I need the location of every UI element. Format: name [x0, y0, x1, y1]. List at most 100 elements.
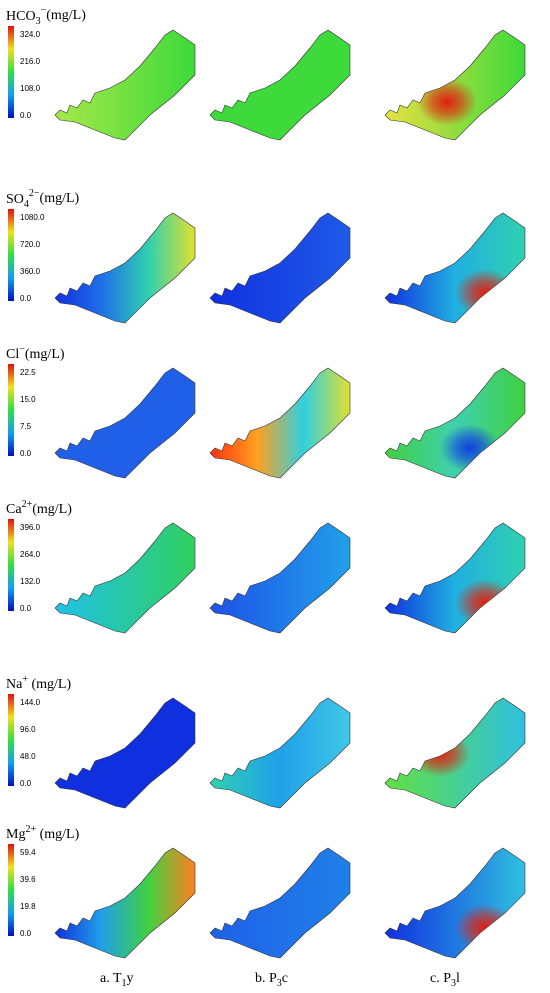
- colorbar-tick-label: 19.8: [20, 902, 36, 911]
- colorbar-tick-label: 96.0: [20, 725, 36, 734]
- label-prefix: c. P: [430, 971, 451, 986]
- map-area: [54, 522, 196, 634]
- title-sup: 2−: [29, 188, 40, 199]
- colorbar: [8, 364, 14, 456]
- colorbar-tick-label: 0.0: [20, 449, 32, 458]
- title-sup: 2+: [25, 824, 36, 835]
- map-area: [384, 522, 526, 634]
- label-sub: 3: [451, 978, 456, 989]
- colorbar-tick-label: 0.0: [20, 779, 32, 788]
- colorbar-tick-label: 0.0: [20, 604, 32, 613]
- title-unit: (mg/L): [46, 8, 86, 23]
- map-area: [384, 367, 526, 479]
- colorbar-tick-label: 216.0: [20, 57, 41, 66]
- title-unit: (mg/L): [32, 502, 72, 517]
- map-area: [384, 847, 526, 959]
- colorbar-tick-label: 0.0: [20, 294, 32, 303]
- contour-map: [209, 29, 351, 141]
- title-sup: +: [22, 674, 28, 685]
- map-area: [209, 522, 351, 634]
- label-suffix: l: [456, 971, 460, 986]
- title-unit: (mg/L): [25, 347, 65, 362]
- title-unit: (mg/L): [40, 191, 80, 206]
- panel-title: SO42−(mg/L): [6, 188, 80, 210]
- colorbar-tick-label: 264.0: [20, 550, 41, 559]
- hotspot: [455, 269, 515, 317]
- contour-map: [384, 522, 526, 634]
- title-sub: 3: [36, 16, 41, 27]
- colorbar-tick-label: 7.5: [20, 422, 32, 431]
- contour-map: [54, 697, 196, 809]
- contour-map: [384, 212, 526, 324]
- title-sup: −: [41, 5, 47, 16]
- contour-map: [54, 522, 196, 634]
- column-label: b. P3c: [255, 971, 288, 989]
- title-sub: 4: [24, 199, 29, 210]
- colorbar-tick-label: 132.0: [20, 577, 41, 586]
- hotspot: [440, 424, 500, 472]
- contour-map: [209, 212, 351, 324]
- colorbar-tick-label: 22.5: [20, 368, 36, 377]
- colorbar: [8, 209, 14, 301]
- title-sup: 2+: [22, 499, 33, 510]
- label-sub: 3: [277, 978, 282, 989]
- colorbar: [8, 844, 14, 936]
- colorbar-tick-label: 720.0: [20, 240, 41, 249]
- map-area: [54, 212, 196, 324]
- contour-map: [209, 847, 351, 959]
- contour-map: [54, 212, 196, 324]
- hotspot: [410, 729, 470, 777]
- map-area: [54, 367, 196, 479]
- panel-title: Na+ (mg/L): [6, 674, 71, 692]
- map-area: [209, 697, 351, 809]
- map-area: [209, 212, 351, 324]
- colorbar-tick-label: 360.0: [20, 267, 41, 276]
- contour-map: [384, 847, 526, 959]
- map-area: [54, 847, 196, 959]
- map-area: [384, 212, 526, 324]
- contour-map: [384, 367, 526, 479]
- hotspot: [455, 904, 515, 952]
- label-sub: 1: [122, 978, 127, 989]
- colorbar-tick-label: 39.6: [20, 875, 36, 884]
- map-area: [54, 29, 196, 141]
- hotspot: [455, 579, 515, 627]
- colorbar-tick-label: 108.0: [20, 84, 41, 93]
- column-label: a. T1y: [100, 971, 134, 989]
- label-suffix: c: [282, 971, 288, 986]
- label-prefix: b. P: [255, 971, 277, 986]
- colorbar-tick-label: 0.0: [20, 929, 32, 938]
- contour-map: [54, 847, 196, 959]
- title-base: Cl: [6, 347, 19, 362]
- title-unit: (mg/L): [28, 677, 71, 692]
- panel-title: Cl−(mg/L): [6, 344, 65, 362]
- label-suffix: y: [127, 971, 134, 986]
- title-base: Na: [6, 677, 23, 692]
- colorbar-tick-label: 48.0: [20, 752, 36, 761]
- title-unit: (mg/L): [36, 827, 79, 842]
- title-base: HCO: [6, 9, 36, 24]
- title-base: Ca: [6, 502, 22, 517]
- colorbar-tick-label: 0.0: [20, 111, 32, 120]
- colorbar-tick-label: 15.0: [20, 395, 36, 404]
- label-prefix: a. T: [100, 971, 122, 986]
- column-label: c. P3l: [430, 971, 460, 989]
- panel-title: Mg2+ (mg/L): [6, 824, 80, 842]
- panel-title: HCO3−(mg/L): [6, 5, 86, 27]
- colorbar: [8, 26, 14, 118]
- contour-map: [209, 697, 351, 809]
- map-area: [209, 847, 351, 959]
- colorbar-tick-label: 396.0: [20, 523, 41, 532]
- colorbar: [8, 519, 14, 611]
- colorbar-tick-label: 1080.0: [20, 213, 45, 222]
- title-base: SO: [6, 192, 24, 207]
- contour-map: [384, 29, 526, 141]
- title-sup: −: [19, 344, 25, 355]
- title-base: Mg: [6, 827, 25, 842]
- map-area: [54, 697, 196, 809]
- colorbar-tick-label: 324.0: [20, 30, 41, 39]
- colorbar-tick-label: 144.0: [20, 698, 41, 707]
- map-area: [209, 367, 351, 479]
- contour-map: [209, 367, 351, 479]
